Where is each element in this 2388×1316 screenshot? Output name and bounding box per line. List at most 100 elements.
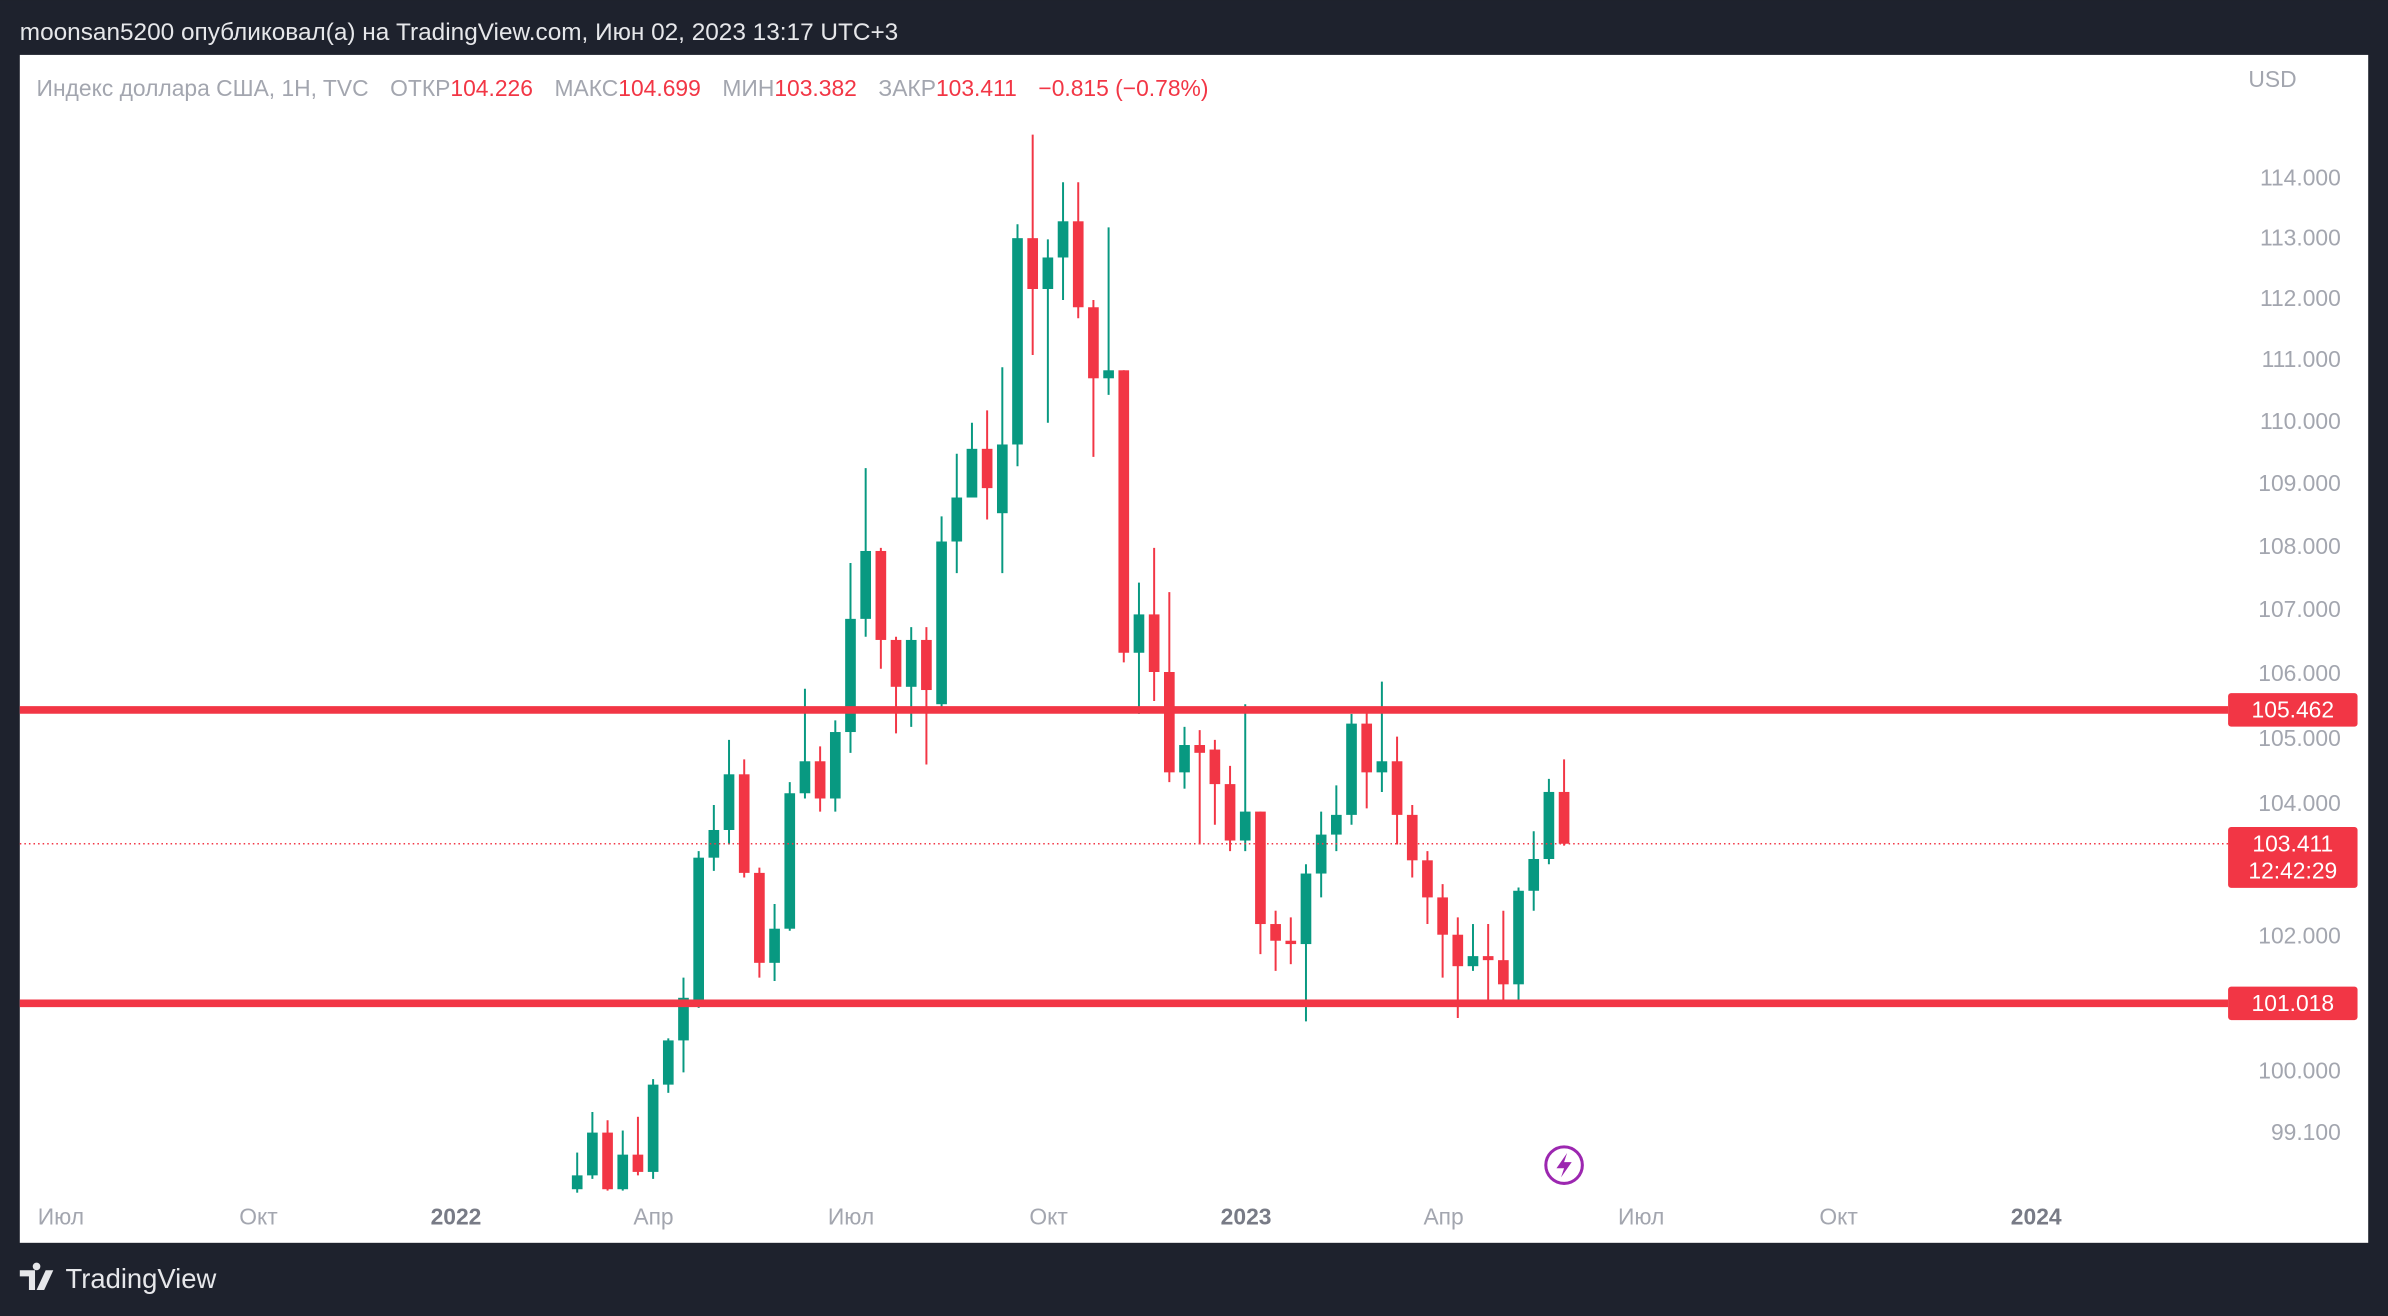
candle-body <box>1406 814 1418 861</box>
countdown: 12:42:29 <box>2248 858 2337 884</box>
candle-body <box>1118 370 1130 653</box>
candle-body <box>799 761 811 794</box>
level-label: 101.018 <box>2252 990 2335 1016</box>
y-tick-label: 113.000 <box>2260 224 2341 250</box>
candle-body <box>1437 897 1448 935</box>
legend-label: МИН <box>722 75 774 101</box>
candle-body <box>1467 956 1479 967</box>
x-tick-label: 2022 <box>431 1203 482 1229</box>
candle-body <box>829 732 841 799</box>
candle-body <box>769 928 780 963</box>
candle-body <box>587 1132 598 1176</box>
candle-body <box>1422 860 1433 898</box>
y-tick-label: 100.000 <box>2258 1057 2341 1083</box>
candle-body <box>1194 745 1206 753</box>
candle-body <box>966 448 978 498</box>
candle-body <box>1179 745 1190 773</box>
candle-body <box>754 872 765 963</box>
candle-body <box>1239 811 1251 841</box>
candle-body <box>1558 791 1570 844</box>
y-tick-label: 106.000 <box>2258 660 2341 686</box>
candle-body <box>693 857 704 1001</box>
legend: Индекс доллара США, 1H, TVC ОТКР104.226 … <box>37 75 1209 101</box>
candle-body <box>647 1084 659 1172</box>
lightning-icon[interactable] <box>1544 1145 1584 1185</box>
candle-body <box>1148 614 1160 673</box>
candle-body <box>1376 761 1388 773</box>
level-label-box <box>2228 986 2358 1021</box>
candle-body <box>678 997 689 1041</box>
logo-text[interactable]: TradingView <box>65 1263 216 1294</box>
candle-body <box>1331 814 1342 835</box>
candle-body <box>921 639 932 691</box>
candle-body <box>1452 934 1464 967</box>
candle-body <box>814 761 826 799</box>
candle-body <box>890 639 902 687</box>
footer-logo[interactable]: TradingView <box>19 1262 217 1295</box>
y-tick-label: 111.000 <box>2262 346 2341 372</box>
y-tick-label: 109.000 <box>2258 470 2341 496</box>
x-tick-label: 2024 <box>2011 1203 2062 1229</box>
icon-bolt[interactable] <box>1556 1152 1572 1178</box>
candle-body <box>1361 723 1373 773</box>
legend-value: 103.411 <box>936 75 1017 101</box>
y-tick-label: 108.000 <box>2258 533 2341 559</box>
candle-body <box>905 639 917 687</box>
y-tick-label: 99.100 <box>2271 1119 2341 1145</box>
candle-body <box>1042 257 1054 290</box>
candle-body <box>1224 784 1236 841</box>
candle-body <box>602 1132 613 1190</box>
legend-value: 104.699 <box>618 75 701 101</box>
candle-body <box>860 550 872 619</box>
level-label: 105.462 <box>2252 696 2335 722</box>
candle-body <box>1543 791 1555 859</box>
currency: USD <box>2248 66 2296 92</box>
candle-body <box>1285 940 1297 945</box>
candle-body <box>617 1154 629 1190</box>
candle-body <box>1315 834 1327 874</box>
x-tick-label: Апр <box>1423 1203 1463 1229</box>
symbol: Индекс доллара США, 1H, TVC <box>37 75 369 101</box>
candle-body <box>1270 924 1281 941</box>
y-tick-label: 110.000 <box>2260 408 2341 434</box>
y-tick-label: 104.000 <box>2258 790 2341 816</box>
candle-body <box>1300 873 1312 945</box>
last-price-box <box>2228 826 2358 888</box>
candle-body <box>738 774 750 873</box>
y-tick-label: 105.000 <box>2258 725 2341 751</box>
x-tick-label: Апр <box>633 1203 673 1229</box>
candle-body <box>1027 238 1039 290</box>
candle-body <box>981 448 993 489</box>
legend-label: ЗАКР <box>878 75 936 101</box>
candle-body <box>571 1175 583 1190</box>
candle-body <box>1163 672 1175 773</box>
candle-body <box>784 793 796 929</box>
candle-body <box>936 541 947 705</box>
candle-body <box>1346 723 1357 815</box>
change: −0.815 (−0.78%) <box>1038 75 1208 101</box>
candle-body <box>1482 956 1494 961</box>
candle-body <box>1391 761 1403 815</box>
x-tick-label: Окт <box>239 1203 278 1229</box>
legend-label: МАКС <box>555 75 619 101</box>
candle-body <box>951 497 963 542</box>
candle-body <box>632 1154 644 1172</box>
x-tick-label: Июл <box>1618 1203 1664 1229</box>
level-label-box <box>2228 693 2358 727</box>
candle-body <box>1012 238 1023 445</box>
candle-body <box>1072 221 1084 308</box>
y-tick-label: 102.000 <box>2258 922 2341 948</box>
legend-value: 103.382 <box>774 75 857 101</box>
candle-body <box>875 550 887 640</box>
y-tick-label: 112.000 <box>2260 285 2341 311</box>
x-tick-label: Июл <box>828 1203 874 1229</box>
x-tick-label: Окт <box>1819 1203 1858 1229</box>
candle-body <box>708 829 720 858</box>
candle-body <box>1209 749 1221 785</box>
candle-body <box>1498 960 1509 985</box>
x-tick-label: Окт <box>1029 1203 1068 1229</box>
logo-mark[interactable] <box>19 1262 54 1291</box>
plot: 114.000 113.000 112.000 111.000 110.000 109.0… <box>19 134 2358 1229</box>
